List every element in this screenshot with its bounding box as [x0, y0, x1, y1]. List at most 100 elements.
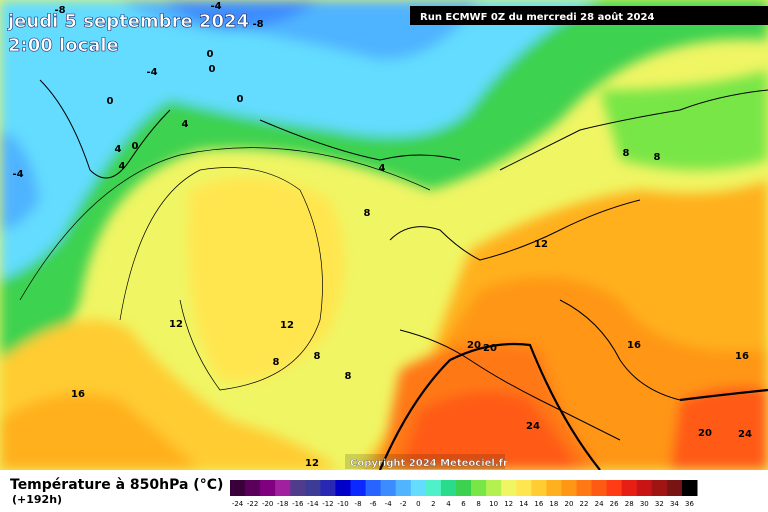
scale-swatch [425, 480, 442, 496]
scale-swatch [666, 480, 683, 496]
copyright-bg [345, 454, 505, 469]
scale-label: -10 [337, 500, 348, 508]
scale-swatch [380, 480, 397, 496]
scale-label: 28 [625, 500, 634, 508]
scale-swatch [335, 480, 352, 496]
scale-label: -20 [262, 500, 273, 508]
isotherm-label: -4 [146, 67, 157, 78]
scale-label: 30 [640, 500, 649, 508]
scale-label: 24 [595, 500, 604, 508]
isotherm-label: -8 [54, 5, 65, 16]
isotherm-label: 0 [107, 96, 114, 107]
scale-label: -12 [322, 500, 333, 508]
scale-label: 10 [489, 500, 498, 508]
scale-label: 2 [431, 500, 435, 508]
scale-swatch [395, 480, 412, 496]
scale-label: 20 [564, 500, 573, 508]
map-title: jeudi 5 septembre 2024 [7, 11, 249, 32]
scale-label: 14 [519, 500, 528, 508]
isotherm-label: 12 [280, 320, 294, 331]
scale-swatch [636, 480, 653, 496]
scale-swatch [561, 480, 577, 496]
scale-label: -24 [232, 500, 244, 508]
scale-label: 18 [549, 500, 558, 508]
run-info: Run ECMWF 0Z du mercredi 28 août 2024 [420, 11, 654, 23]
scale-swatch [290, 480, 306, 496]
isotherm-label: 4 [379, 163, 386, 174]
color-scale: -24 -22 -20 -18 -16 -14 -12 -10 -8 -6 -4 -2 0 2 4 6 8 10 1… [230, 480, 698, 508]
scale-label: 36 [685, 500, 694, 508]
isotherm-label: -8 [252, 19, 263, 30]
scale-swatch [275, 480, 291, 496]
isotherm-label: 20 [467, 340, 481, 351]
isotherm-label: 0 [209, 64, 216, 75]
isotherm-label: 4 [115, 144, 122, 155]
isotherm-label: 8 [654, 152, 661, 163]
scale-label: -6 [370, 500, 378, 508]
scale-label: -18 [277, 500, 288, 508]
scale-swatch [410, 480, 427, 496]
scale-swatch [245, 480, 261, 496]
isotherm-20 [378, 342, 768, 470]
scale-label: 0 [416, 500, 420, 508]
scale-label: -8 [355, 500, 362, 508]
isotherm-label: 0 [207, 49, 214, 60]
scale-swatch [230, 480, 246, 496]
isotherm-label: 0 [237, 94, 244, 105]
isotherm-label: 8 [364, 208, 371, 219]
scale-label: -2 [400, 500, 407, 508]
isotherm-label: 16 [627, 340, 641, 351]
run-banner [410, 6, 768, 25]
scale-swatch [471, 480, 487, 496]
isotherm-label: 8 [273, 357, 280, 368]
scale-swatch [606, 480, 623, 496]
scale-label: 32 [655, 500, 664, 508]
scale-swatch [455, 480, 472, 496]
scale-swatch [591, 480, 608, 496]
isotherm-label: 4 [182, 119, 189, 130]
scale-swatch [305, 480, 321, 496]
scale-swatch [260, 480, 276, 496]
isotherm-label: -4 [210, 1, 221, 12]
coastlines [39, 79, 768, 441]
isotherm-label: 20 [483, 343, 497, 354]
isotherm-label: 20 [698, 428, 712, 439]
scale-swatch [350, 480, 367, 496]
scale-label: 4 [446, 500, 451, 508]
isotherm-label: 4 [119, 161, 126, 172]
scale-label: 16 [534, 500, 543, 508]
scale-label: 6 [461, 500, 466, 508]
isotherm-label: 12 [305, 458, 319, 469]
scale-label: 26 [610, 500, 619, 508]
legend-title: Température à 850hPa (°C) [10, 477, 223, 493]
scale-label: -16 [292, 500, 304, 508]
scale-swatch [516, 480, 532, 496]
scale-label: -22 [247, 500, 258, 508]
isotherm-label: 16 [735, 351, 749, 362]
isotherm-label: 12 [169, 319, 183, 330]
scale-swatch [501, 480, 517, 496]
scale-swatch [621, 480, 638, 496]
scale-swatch [320, 480, 336, 496]
legend-subtitle: (+192h) [12, 493, 62, 506]
scale-swatch [440, 480, 457, 496]
isotherm-label: 24 [738, 429, 752, 440]
isotherm-label: 16 [71, 389, 85, 400]
scale-swatch [531, 480, 547, 496]
scale-label: 12 [504, 500, 513, 508]
isotherm-label: -4 [12, 169, 23, 180]
scale-label: 34 [670, 500, 679, 508]
scale-label: -14 [307, 500, 319, 508]
scale-swatch [681, 480, 698, 496]
map-field [0, 0, 768, 470]
map-subtitle: 2:00 locale [8, 35, 119, 56]
isotherm-label: 8 [623, 148, 630, 159]
scale-swatch [365, 480, 382, 496]
scale-swatch [546, 480, 562, 496]
isotherm-label: 12 [534, 239, 548, 250]
isotherm-label: 24 [526, 421, 540, 432]
isotherms [19, 147, 431, 391]
scale-swatch [486, 480, 502, 496]
scale-swatch [651, 480, 668, 496]
